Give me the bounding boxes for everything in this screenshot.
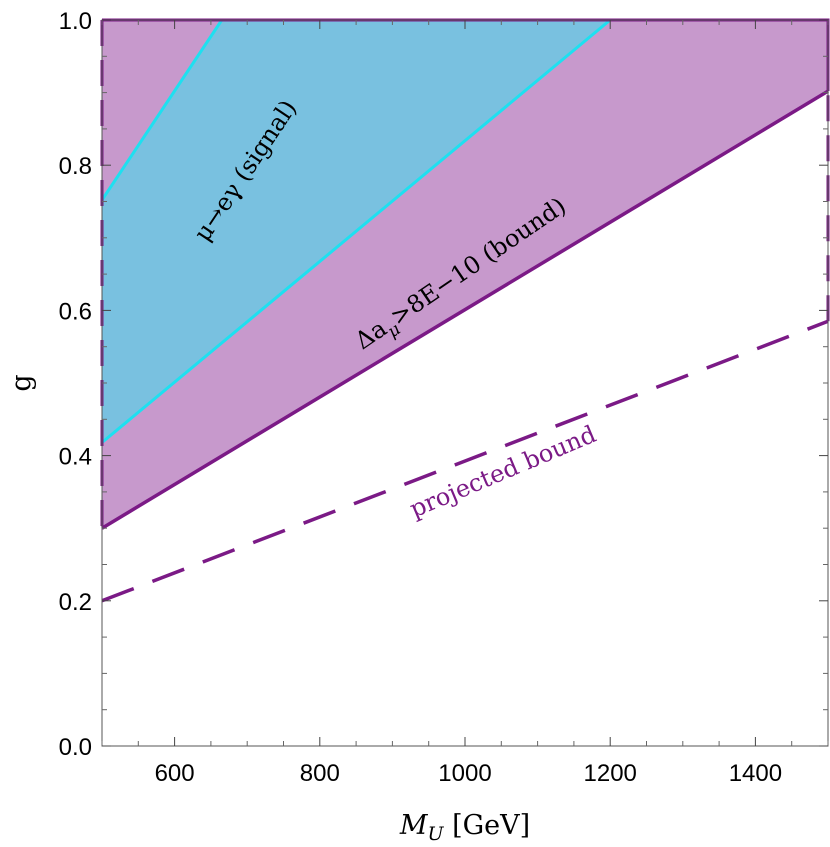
- y-axis-title: g: [6, 374, 37, 391]
- tick-labels: 600 800 1000 1200 1400 0.0 0.2 0.4 0.6 0.8 1.0: [59, 8, 782, 787]
- x-tick-label: 1400: [729, 760, 782, 787]
- bound-line: [101, 89, 829, 530]
- x-axis-title: MU [GeV]: [399, 810, 530, 845]
- y-tick-label: 0.0: [59, 734, 92, 761]
- y-tick-label: 1.0: [59, 8, 92, 35]
- x-tick-label: 1200: [584, 760, 637, 787]
- signal-lower-line: [101, 18, 612, 444]
- projected-bound-line: [101, 319, 829, 603]
- x-axis-symbol: M: [399, 810, 429, 841]
- signal-upper-line: [100, 19, 224, 201]
- ticks: [101, 19, 829, 747]
- y-tick-label: 0.2: [59, 589, 92, 616]
- y-tick-label: 0.6: [59, 298, 92, 325]
- x-tick-label: 1000: [438, 760, 491, 787]
- x-axis-subscript: U: [427, 823, 444, 845]
- x-axis-unit: [GeV]: [443, 810, 530, 841]
- x-tick-label: 600: [155, 760, 195, 787]
- y-tick-label: 0.4: [59, 444, 92, 471]
- y-tick-label: 0.8: [59, 153, 92, 180]
- x-tick-label: 800: [300, 760, 340, 787]
